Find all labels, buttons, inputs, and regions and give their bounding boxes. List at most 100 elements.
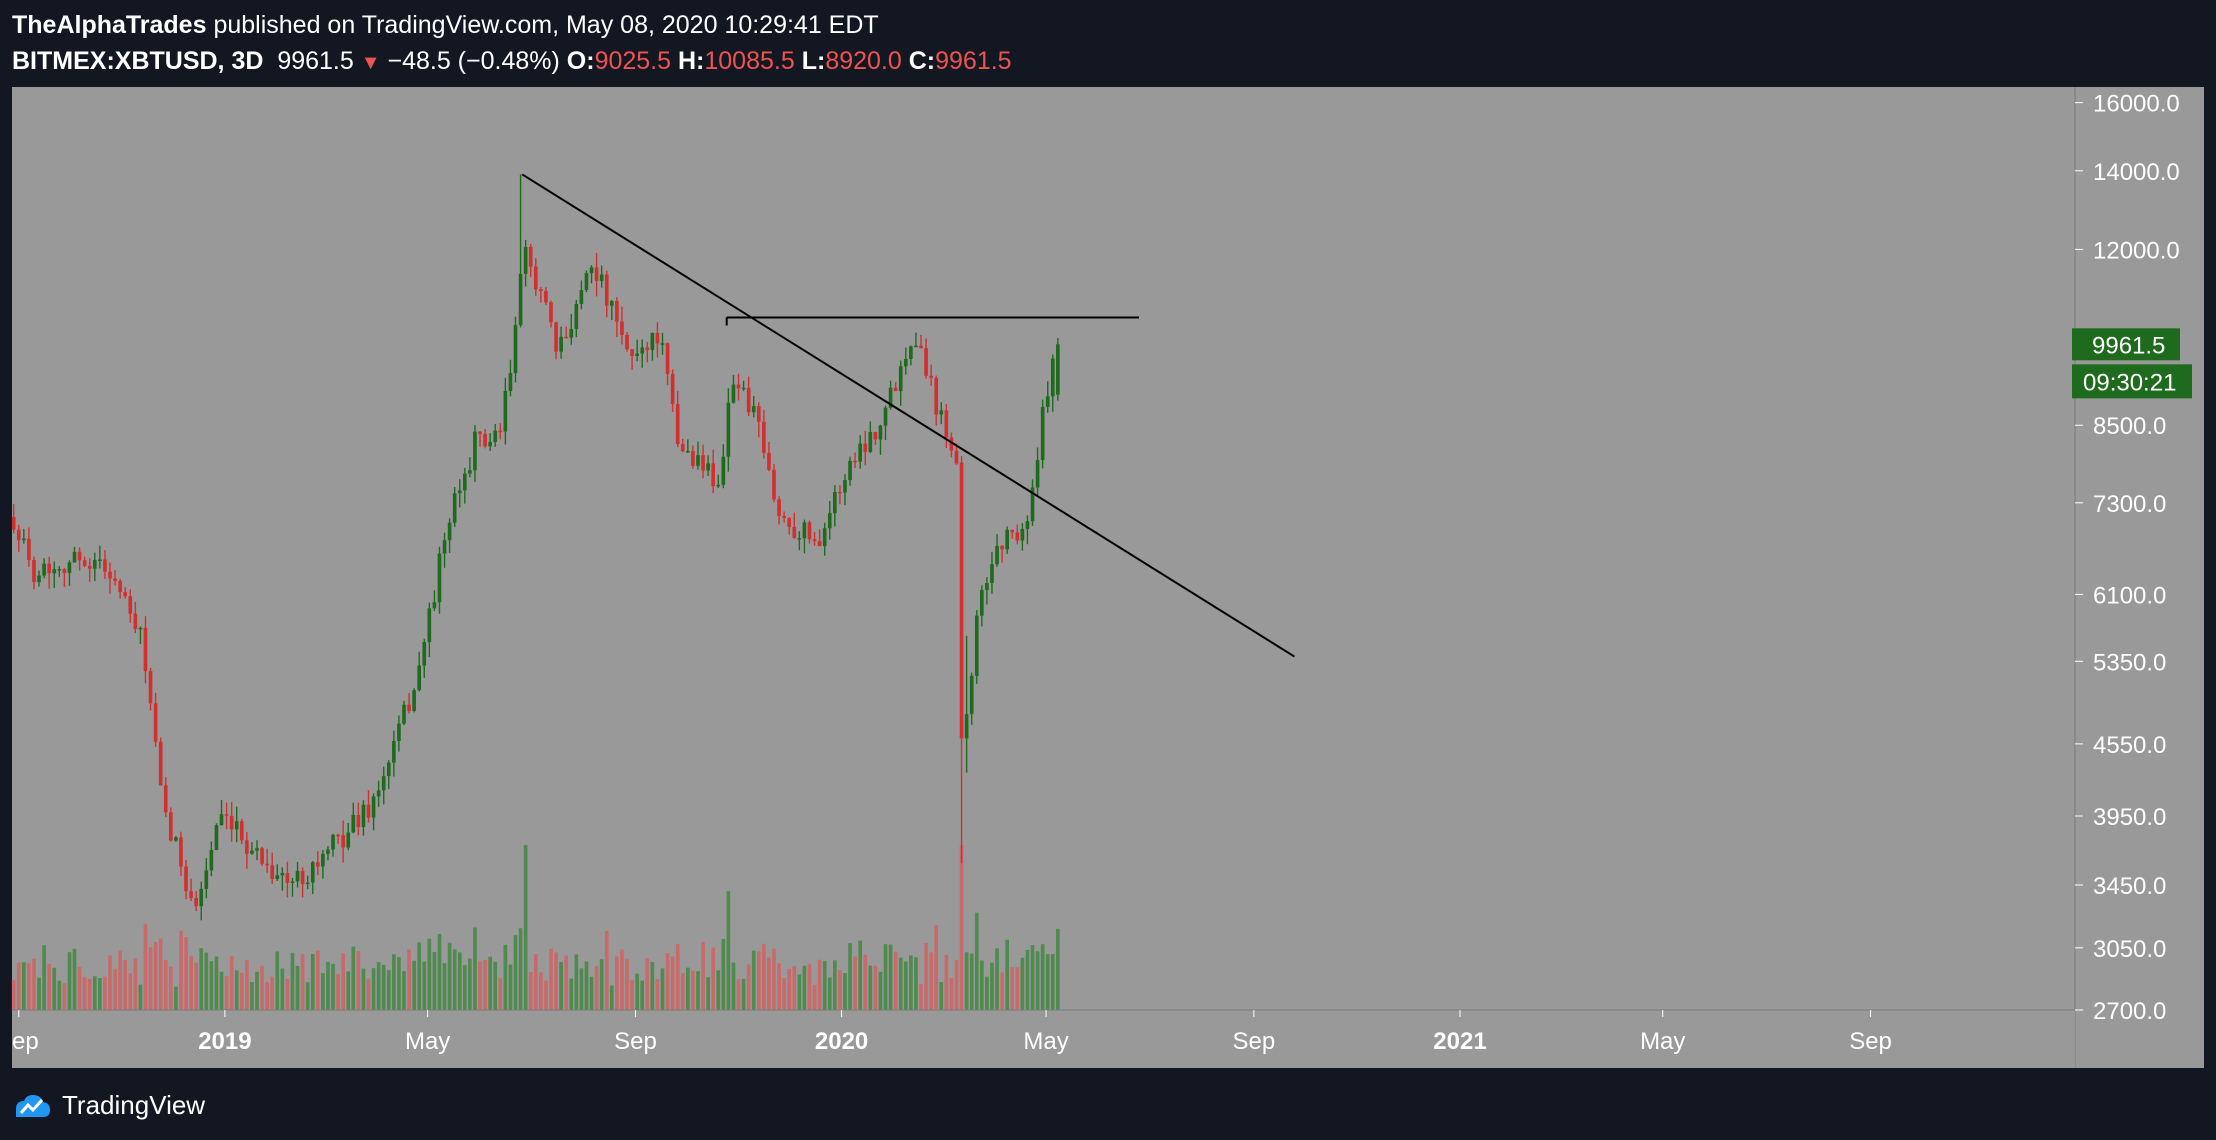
- tradingview-logo-icon[interactable]: [12, 1091, 52, 1119]
- volume-bar: [234, 970, 239, 1010]
- volume-bar: [589, 976, 594, 1010]
- candle-body: [437, 553, 442, 603]
- volume-bar: [22, 962, 26, 1010]
- symbol-label[interactable]: BITMEX:XBTUSD, 3D: [12, 47, 264, 75]
- volume-bar: [153, 941, 158, 1010]
- candle-body: [250, 850, 254, 854]
- volume-bar: [746, 964, 751, 1010]
- open-value: 9025.5: [594, 47, 672, 75]
- volume-bar: [229, 955, 234, 1010]
- volume-bar: [452, 949, 457, 1010]
- drawing-layer[interactable]: [521, 173, 1295, 658]
- volume-bar: [57, 980, 62, 1010]
- candle-body: [1010, 529, 1015, 533]
- volume-bar: [604, 930, 609, 1010]
- footer-brand[interactable]: TradingView: [62, 1089, 206, 1120]
- volume-bar: [878, 971, 883, 1010]
- candle-body: [919, 345, 923, 349]
- candle-body: [336, 834, 340, 837]
- volume-bar: [706, 977, 710, 1010]
- price-tick-label: 14000.0: [2093, 159, 2180, 186]
- price-tick-label: 3450.0: [2093, 873, 2166, 900]
- author-name[interactable]: TheAlphaTrades: [12, 11, 207, 39]
- candle-body: [929, 375, 933, 378]
- candle-body: [898, 366, 903, 392]
- candle-body: [508, 373, 513, 391]
- candle-body: [756, 406, 761, 422]
- volume-bar: [954, 960, 959, 1010]
- volume-bar: [665, 953, 670, 1010]
- volume-bar: [554, 952, 558, 1010]
- volume-bar: [822, 960, 827, 1010]
- volume-bar: [645, 958, 650, 1010]
- candle-body: [893, 387, 898, 392]
- candle-body: [934, 377, 939, 415]
- volume-bar: [838, 970, 842, 1010]
- volume-bar: [792, 966, 797, 1010]
- time-axis[interactable]: ep 2019 May Sep 2020 May Sep 2021 May Sep: [12, 1009, 2075, 1068]
- candle-body: [878, 425, 883, 440]
- volume-bar: [498, 978, 503, 1010]
- candle-body: [498, 430, 503, 433]
- volume-bar: [726, 891, 731, 1010]
- candle-body: [1020, 528, 1025, 541]
- candle-body: [797, 538, 802, 540]
- volume-bar: [594, 965, 599, 1010]
- volume-bar: [462, 965, 467, 1010]
- candle-body: [376, 790, 381, 797]
- volume-bar: [1015, 967, 1020, 1010]
- candle-body: [863, 443, 868, 452]
- candle-body: [706, 463, 710, 471]
- candle-body: [680, 444, 685, 452]
- volume-bar: [1056, 928, 1060, 1010]
- volume-bar: [787, 968, 792, 1010]
- volume-bar: [168, 966, 173, 1010]
- price-tick-label: 16000.0: [2093, 91, 2180, 118]
- candle-body: [1015, 532, 1020, 541]
- candle-body: [280, 872, 285, 876]
- volume-bar: [376, 962, 381, 1010]
- candle-body: [564, 336, 569, 339]
- price-tick-label: 4550.0: [2093, 732, 2166, 759]
- high-value: 10085.5: [704, 47, 795, 75]
- volume-bar: [27, 963, 31, 1010]
- candle-body: [731, 384, 736, 403]
- chart-pane[interactable]: [12, 87, 2075, 1010]
- volume-bars: [11, 845, 1060, 1010]
- volume-bar: [518, 928, 523, 1010]
- candle-body: [883, 407, 888, 426]
- candle-body: [397, 723, 401, 741]
- publish-info: published on TradingView.com, May 08, 20…: [206, 11, 879, 39]
- price-axis[interactable]: 16000.0 14000.0 12000.0 8500.0 7300.0 6100.0 5…: [2074, 87, 2204, 1068]
- volume-bar: [564, 955, 569, 1010]
- volume-bar: [853, 956, 857, 1010]
- low-label: L:: [801, 47, 826, 75]
- volume-bar: [118, 950, 122, 1010]
- volume-bar: [599, 959, 604, 1010]
- volume-bar: [609, 985, 614, 1010]
- candle-body: [909, 346, 913, 359]
- descending-trendline[interactable]: [521, 173, 1295, 658]
- volume-bar: [924, 943, 928, 1010]
- price-tag-value: 9961.5: [2092, 332, 2165, 359]
- low-value: 8920.0: [825, 47, 902, 75]
- countdown-value: 09:30:21: [2083, 369, 2176, 396]
- candle-body: [650, 332, 655, 351]
- candle-body: [199, 888, 204, 907]
- candle-body: [427, 608, 432, 643]
- volume-bar: [655, 978, 660, 1010]
- time-tick-label: Sep: [1849, 1028, 1892, 1055]
- volume-bar: [716, 970, 721, 1010]
- candle-body: [549, 302, 553, 323]
- volume-bar: [691, 970, 695, 1010]
- candle-body: [158, 741, 163, 786]
- volume-bar: [179, 930, 183, 1010]
- volume-bar: [883, 944, 888, 1010]
- volume-bar: [224, 976, 229, 1010]
- volume-bar: [1020, 957, 1025, 1010]
- volume-bar: [544, 980, 548, 1010]
- candle-body: [620, 321, 624, 335]
- volume-bar: [635, 973, 639, 1010]
- candle-body: [194, 898, 198, 907]
